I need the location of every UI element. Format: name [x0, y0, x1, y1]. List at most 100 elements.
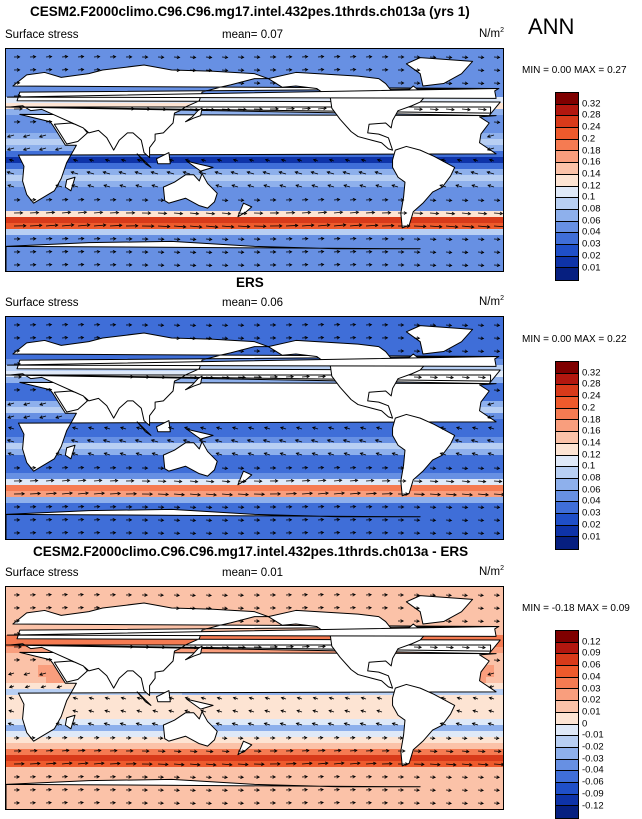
colorbar-swatch — [556, 409, 578, 421]
panel-title: CESM2.F2000climo.C96.C96.mg17.intel.432p… — [33, 544, 468, 559]
colorbar-tick-label: 0.1 — [582, 192, 595, 203]
max-value: 0.09 — [610, 603, 629, 614]
colorbar-tick-label: 0.1 — [582, 461, 595, 472]
units-text: N/m — [479, 566, 500, 578]
variable-label: Surface stress — [5, 297, 79, 309]
colorbar-tick-label: 0.14 — [582, 168, 601, 179]
min-value: -0.18 — [552, 603, 575, 614]
colorbar-swatch — [556, 456, 578, 468]
colorbar-swatch — [556, 514, 578, 526]
colorbar-swatch — [556, 666, 578, 678]
mean-label: mean= 0.06 — [222, 297, 283, 309]
colorbar-tick-label: -0.04 — [582, 765, 604, 776]
colorbar-tick-label: 0.04 — [582, 671, 601, 682]
colorbar-tick-label: 0.18 — [582, 414, 601, 425]
colorbar-tick-label: 0.06 — [582, 660, 601, 671]
colorbar-swatch — [556, 643, 578, 655]
colorbar-tick-label: -0.12 — [582, 800, 604, 811]
colorbar-swatch — [556, 257, 578, 269]
mean-text: mean= — [222, 29, 257, 41]
colorbar-swatch — [556, 631, 578, 643]
colorbar-swatch — [556, 467, 578, 479]
colorbar-swatch — [556, 432, 578, 444]
colorbar-tick-label: 0.2 — [582, 133, 595, 144]
max-text: MAX = — [574, 65, 604, 76]
colorbar-swatch — [556, 268, 578, 280]
map-canvas — [6, 587, 503, 809]
colorbar-swatch — [556, 245, 578, 257]
map-canvas — [6, 317, 503, 539]
colorbar-swatch — [556, 654, 578, 666]
colorbar-tick-label: 0.12 — [582, 449, 601, 460]
colorbar-tick-label: 0.16 — [582, 157, 601, 168]
colorbar-tick-label: 0.04 — [582, 496, 601, 507]
colorbar-swatch — [556, 795, 578, 807]
surface-stress-map — [5, 316, 504, 540]
colorbar-tick-label: -0.03 — [582, 753, 604, 764]
colorbar-tick-label: 0.06 — [582, 215, 601, 226]
colorbar-tick-label: 0.06 — [582, 484, 601, 495]
units-sup: 2 — [500, 295, 504, 302]
colorbar-swatch — [556, 491, 578, 503]
colorbar-tick-label: -0.09 — [582, 788, 604, 799]
variable-label: Surface stress — [5, 29, 79, 41]
max-value: 0.22 — [607, 334, 626, 345]
mean-label: mean= 0.01 — [222, 567, 283, 579]
colorbar-swatch — [556, 537, 578, 549]
colorbar-tick-label: 0.09 — [582, 648, 601, 659]
colorbar-swatch — [556, 222, 578, 234]
colorbar-swatch — [556, 210, 578, 222]
colorbar-tick-label: 0.03 — [582, 508, 601, 519]
colorbar-swatch — [556, 713, 578, 725]
colorbar-tick-label: 0.16 — [582, 426, 601, 437]
colorbar — [555, 92, 579, 281]
colorbar-swatch — [556, 140, 578, 152]
units-sup: 2 — [500, 27, 504, 34]
colorbar-swatch — [556, 175, 578, 187]
colorbar-swatch — [556, 151, 578, 163]
colorbar-swatch — [556, 771, 578, 783]
season-label: ANN — [528, 14, 574, 40]
colorbar-swatch — [556, 385, 578, 397]
colorbar-swatch — [556, 128, 578, 140]
colorbar-tick-label: 0.24 — [582, 122, 601, 133]
colorbar-tick-label: 0.02 — [582, 519, 601, 530]
colorbar-tick-label: 0.02 — [582, 250, 601, 261]
surface-stress-map — [5, 48, 504, 272]
colorbar-swatch — [556, 736, 578, 748]
min-text: MIN = — [522, 65, 549, 76]
colorbar-swatch — [556, 397, 578, 409]
colorbar-swatch — [556, 502, 578, 514]
colorbar-tick-label: 0.02 — [582, 695, 601, 706]
units-sup: 2 — [500, 565, 504, 572]
colorbar-tick-label: 0.32 — [582, 98, 601, 109]
colorbar-tick-label: 0.01 — [582, 262, 601, 273]
colorbar-tick-label: 0.03 — [582, 239, 601, 250]
colorbar-swatch — [556, 444, 578, 456]
max-value: 0.27 — [607, 65, 626, 76]
map-canvas — [6, 49, 503, 271]
mean-text: mean= — [222, 567, 257, 579]
colorbar — [555, 361, 579, 550]
colorbar-tick-label: 0.08 — [582, 204, 601, 215]
min-max-label: MIN = 0.00 MAX = 0.27 — [522, 65, 627, 76]
mean-text: mean= — [222, 297, 257, 309]
colorbar-swatch — [556, 678, 578, 690]
colorbar-tick-label: -0.01 — [582, 730, 604, 741]
units-label: N/m2 — [479, 565, 504, 578]
colorbar-swatch — [556, 420, 578, 432]
colorbar-tick-label: 0.28 — [582, 110, 601, 121]
colorbar-swatch — [556, 701, 578, 713]
colorbar-swatch — [556, 233, 578, 245]
colorbar-tick-label: 0 — [582, 718, 587, 729]
units-label: N/m2 — [479, 27, 504, 40]
max-text: MAX = — [574, 334, 604, 345]
mean-label: mean= 0.07 — [222, 29, 283, 41]
colorbar-tick-label: 0.24 — [582, 391, 601, 402]
units-text: N/m — [479, 296, 500, 308]
colorbar-swatch — [556, 362, 578, 374]
variable-label: Surface stress — [5, 567, 79, 579]
colorbar-tick-label: 0.2 — [582, 402, 595, 413]
colorbar-swatch — [556, 748, 578, 760]
colorbar-tick-label: 0.03 — [582, 683, 601, 694]
